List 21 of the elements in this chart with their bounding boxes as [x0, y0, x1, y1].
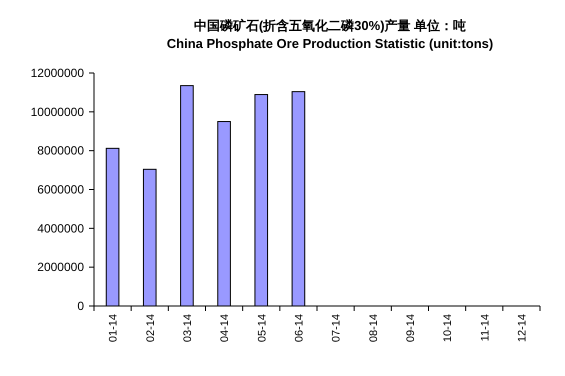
x-tick-label: 07-14 [330, 314, 343, 342]
x-tick-label: 06-14 [293, 314, 306, 342]
x-tick-label: 03-14 [182, 314, 194, 342]
x-tick-label: 01-14 [108, 314, 120, 342]
x-tick-label: 04-14 [219, 314, 232, 342]
y-tick-label: 10000000 [30, 104, 84, 119]
x-tick-label: 08-14 [368, 314, 380, 342]
y-tick-label: 0 [77, 299, 84, 313]
y-tick-label: 12000000 [30, 66, 84, 80]
chart-title: 中国磷矿石(折含五氧化二磷30%)产量 单位：吨 [194, 18, 466, 33]
x-tick-label: 10-14 [442, 314, 454, 342]
y-tick-label: 8000000 [37, 144, 84, 158]
y-tick-label: 2000000 [37, 260, 84, 274]
x-tick-label: 11-14 [479, 314, 492, 342]
x-tick-label: 09-14 [404, 314, 417, 342]
x-tick-label: 05-14 [256, 314, 268, 342]
y-tick-label: 6000000 [37, 182, 84, 196]
chart-subtitle: China Phosphate Ore Production Statistic (unit:tons) [166, 36, 494, 51]
x-tick-label: 02-14 [144, 314, 157, 342]
x-tick-label: 12-14 [516, 314, 528, 342]
y-tick-label: 4000000 [37, 221, 84, 236]
